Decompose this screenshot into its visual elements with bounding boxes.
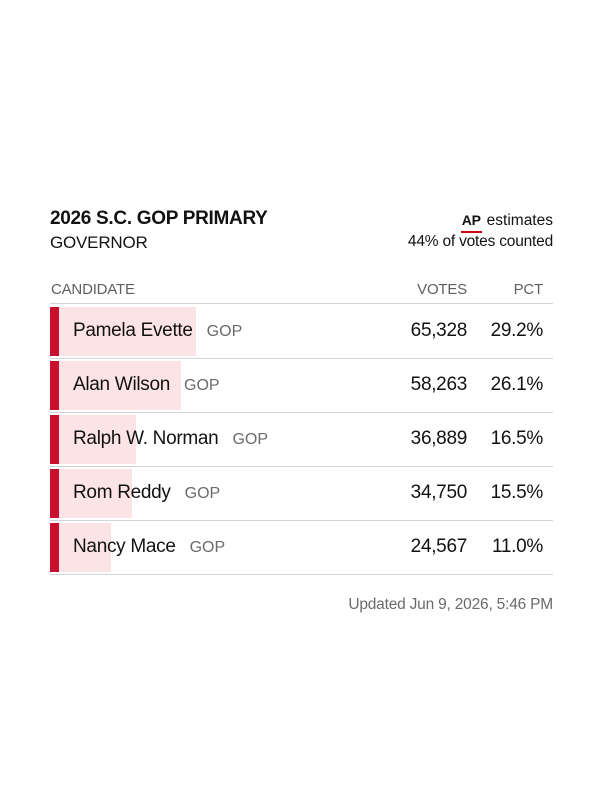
votes-cell: 58,263 <box>410 374 468 395</box>
party-stripe <box>50 469 59 518</box>
pct-cell: 11.0% <box>492 536 543 557</box>
candidate-cell: Alan Wilson GOP <box>73 374 220 397</box>
results-table: Pamela Evette GOP 65,328 29.2% Alan Wilson GO… <box>50 305 553 575</box>
column-pct: PCT <box>513 281 544 298</box>
table-row: Nancy Mace GOP 24,567 11.0% <box>50 521 553 575</box>
table-row: Rom Reddy GOP 34,750 15.5% <box>50 467 553 521</box>
candidate-party: GOP <box>232 431 269 448</box>
candidate-cell: Nancy Mace GOP <box>73 536 225 559</box>
pct-bar <box>59 469 132 518</box>
candidate-party: GOP <box>184 485 221 502</box>
candidate-party: GOP <box>184 377 220 394</box>
votes-cell: 34,750 <box>410 482 468 503</box>
candidate-cell: Pamela Evette GOP <box>73 320 242 343</box>
candidate-name: Nancy Mace <box>73 536 176 557</box>
results-widget: 2026 S.C. GOP PRIMARY GOVERNOR AP estimat… <box>50 208 553 613</box>
column-votes: VOTES <box>417 281 467 298</box>
pct-bar <box>59 307 196 356</box>
candidate-name: Alan Wilson <box>73 374 171 395</box>
candidate-name: Ralph W. Norman <box>73 428 219 449</box>
pct-cell: 26.1% <box>490 374 544 395</box>
votes-cell: 65,328 <box>410 320 468 341</box>
column-candidate: CANDIDATE <box>51 281 135 298</box>
widget-header: 2026 S.C. GOP PRIMARY GOVERNOR AP estimat… <box>50 208 553 256</box>
votes-cell: 36,889 <box>410 428 468 449</box>
votes-cell: 24,567 <box>410 536 468 557</box>
party-stripe <box>50 523 59 572</box>
pct-bar <box>59 415 137 464</box>
estimates-label: estimates <box>486 212 553 229</box>
party-stripe <box>50 307 59 356</box>
candidate-party: GOP <box>189 539 226 556</box>
party-stripe <box>50 415 59 464</box>
ap-logo: AP <box>460 212 482 233</box>
pct-cell: 15.5% <box>490 482 544 503</box>
candidate-cell: Rom Reddy GOP <box>73 482 220 505</box>
table-row: Alan Wilson GOP 58,263 26.1% <box>50 359 553 413</box>
votes-counted: 44% of votes counted <box>407 233 553 250</box>
table-row: Ralph W. Norman GOP 36,889 16.5% <box>50 413 553 467</box>
party-stripe <box>50 361 59 410</box>
column-header: CANDIDATE VOTES PCT <box>50 279 553 304</box>
pct-cell: 29.2% <box>490 320 544 341</box>
candidate-name: Pamela Evette <box>73 320 193 341</box>
updated-timestamp: Updated Jun 9, 2026, 5:46 PM <box>348 596 553 613</box>
source-line: AP estimates <box>460 210 553 233</box>
pct-bar <box>59 361 182 410</box>
race-subtitle: GOVERNOR <box>50 233 148 252</box>
candidate-cell: Ralph W. Norman GOP <box>73 428 268 451</box>
table-row: Pamela Evette GOP 65,328 29.2% <box>50 305 553 359</box>
candidate-party: GOP <box>206 323 243 340</box>
race-title: 2026 S.C. GOP PRIMARY <box>50 208 268 229</box>
pct-bar <box>59 523 111 572</box>
candidate-name: Rom Reddy <box>73 482 171 503</box>
pct-cell: 16.5% <box>490 428 544 449</box>
